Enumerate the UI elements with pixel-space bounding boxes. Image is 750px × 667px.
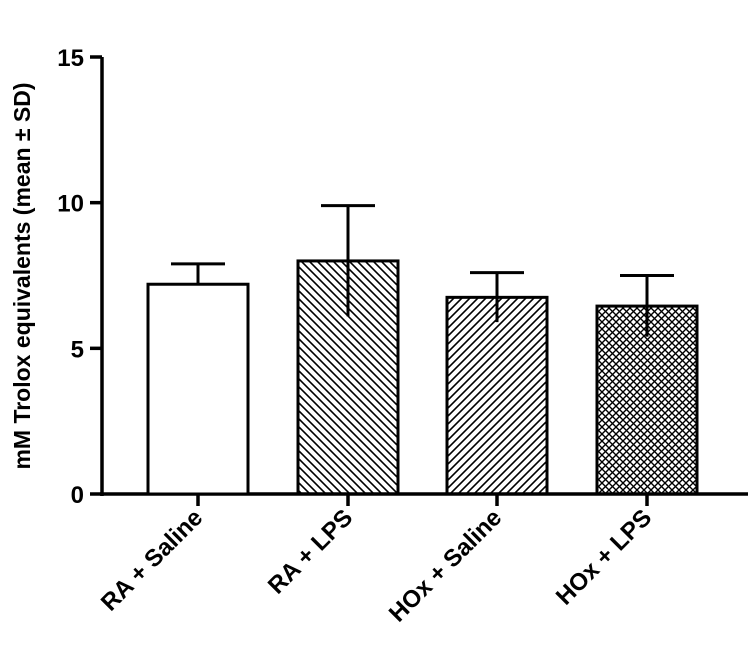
x-tick-label: RA + Saline bbox=[96, 504, 208, 616]
bar bbox=[595, 304, 699, 496]
bar-group bbox=[595, 274, 699, 496]
bars bbox=[146, 204, 699, 496]
x-axis bbox=[100, 492, 748, 506]
y-tick-label: 10 bbox=[57, 191, 84, 218]
y-tick-label: 0 bbox=[71, 482, 84, 509]
bar-group bbox=[296, 204, 400, 496]
bar bbox=[445, 295, 549, 496]
bar-group bbox=[445, 271, 549, 496]
bar-group bbox=[146, 262, 250, 496]
bar bbox=[296, 259, 400, 496]
x-axis-labels: RA + Saline RA + LPS HOx + Saline HOx + LPS bbox=[96, 504, 657, 627]
x-tick-label: HOx + LPS bbox=[551, 504, 657, 610]
bar bbox=[146, 282, 250, 496]
x-tick-label: HOx + Saline bbox=[384, 504, 507, 627]
y-axis: 0 5 10 15 bbox=[57, 45, 104, 509]
x-tick-label: RA + LPS bbox=[263, 504, 358, 599]
y-tick-label: 5 bbox=[71, 336, 84, 363]
y-tick-label: 15 bbox=[57, 45, 84, 72]
y-axis-title: mM Trolox equivalents (mean ± SD) bbox=[9, 82, 35, 469]
